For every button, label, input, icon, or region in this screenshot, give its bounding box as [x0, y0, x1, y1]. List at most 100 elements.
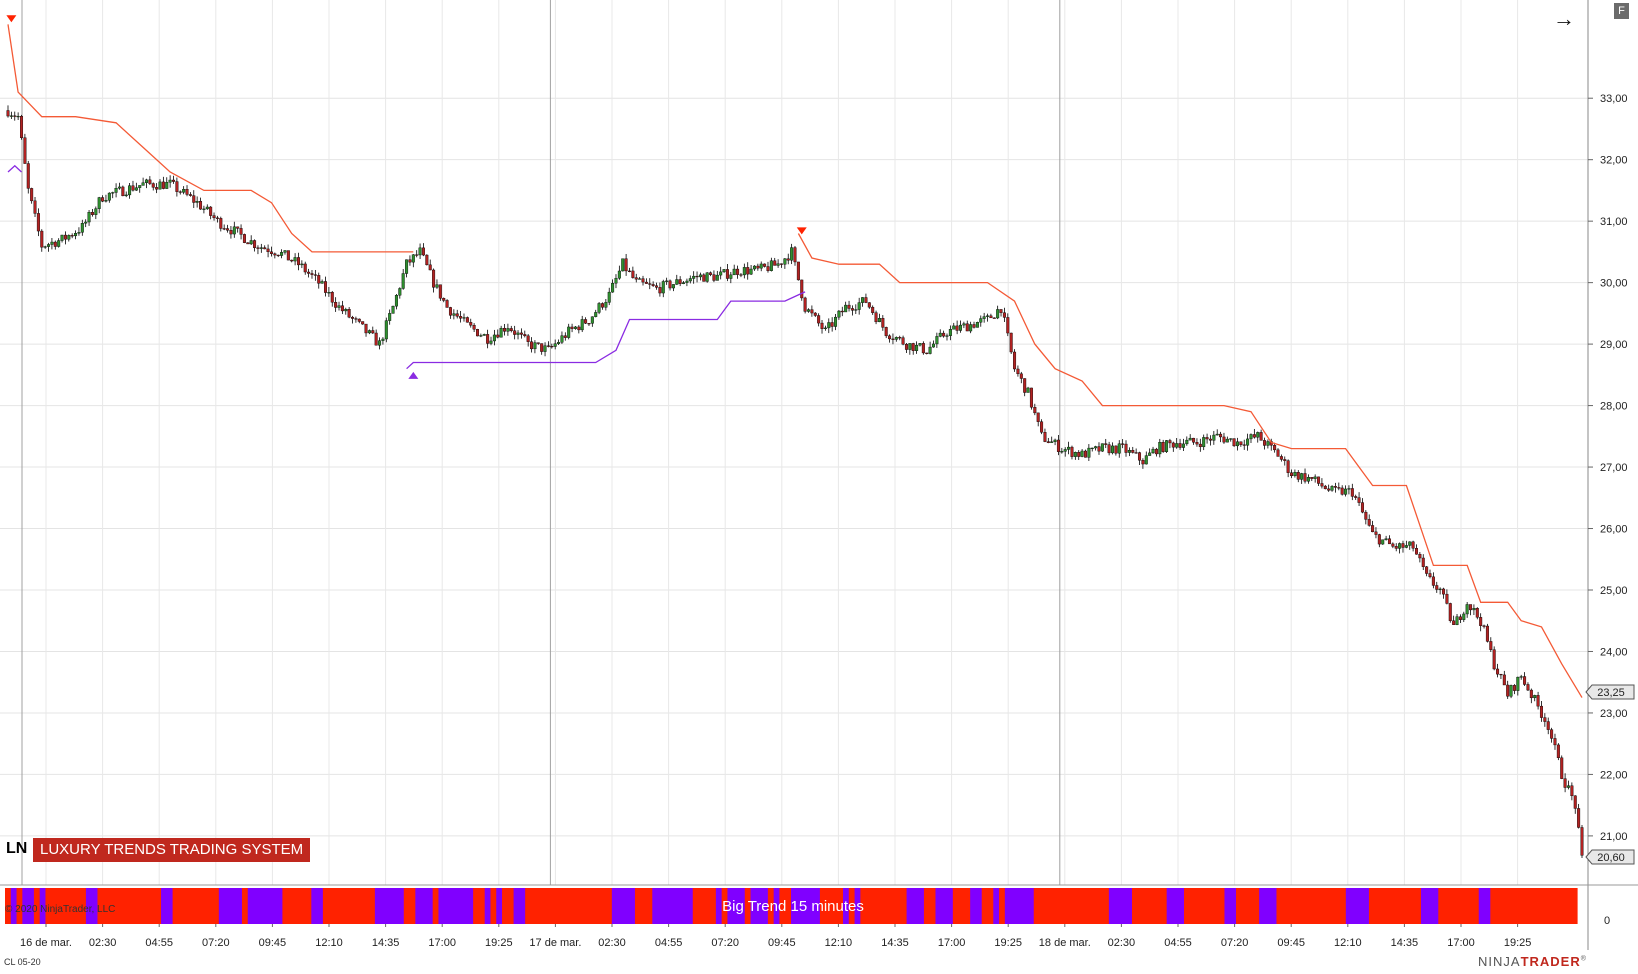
x-tick-label: 04:55 [145, 937, 173, 949]
candle-body [496, 334, 500, 338]
trend-band-cell [669, 888, 677, 924]
f-button[interactable]: F [1614, 3, 1629, 19]
candle-body [945, 335, 949, 337]
candle-body [1516, 676, 1520, 691]
candle-body [779, 263, 783, 265]
candle-body [144, 179, 148, 183]
time-axis[interactable]: 16 de mar. 02:30 04:55 07:20 09:45 12:10 14:35… [20, 922, 1531, 949]
candle-body [168, 179, 172, 183]
y-tick-label: 23,00 [1600, 708, 1628, 720]
trend-band-cell [1212, 888, 1220, 924]
trend-band-cell [1039, 888, 1046, 924]
trend-band-cell [1033, 888, 1041, 924]
candle-body [557, 342, 561, 344]
candle-body [776, 263, 780, 266]
candle-body [1161, 442, 1165, 452]
candle-body [1138, 452, 1142, 461]
trend-band-cell [444, 888, 451, 924]
y-tick-label: 28,00 [1600, 401, 1628, 413]
candle-body [938, 332, 942, 337]
x-tick-label: 19:25 [485, 937, 513, 949]
candle-body [725, 269, 729, 279]
trend-band-cell [39, 888, 47, 924]
candle-body [324, 281, 328, 293]
trend-band-cell [109, 888, 116, 924]
trend-band-cell [1501, 888, 1509, 924]
trend-band-cell [1126, 888, 1133, 924]
candle-body [94, 208, 98, 215]
trend-band-cell [871, 888, 879, 924]
candle-body [1232, 438, 1236, 447]
x-tick-label: 07:20 [202, 937, 230, 949]
trend-band-cell [941, 888, 948, 924]
candle-body [1114, 445, 1118, 454]
indicator-prefix: LN [6, 840, 28, 857]
candle-body [763, 263, 767, 267]
trend-band-cell [1224, 888, 1231, 924]
trend-band-cell [241, 888, 249, 924]
candle-body [638, 278, 642, 280]
candle-body [1381, 539, 1385, 545]
trend-band-cell [1051, 888, 1058, 924]
candle-body [1577, 808, 1581, 828]
candle-body [813, 312, 817, 316]
trend-band-cell [438, 888, 445, 924]
trend-band-cell [409, 888, 416, 924]
sell-signal-arrow [6, 15, 17, 23]
trend-band-cell [1085, 888, 1093, 924]
candle-body [448, 307, 452, 316]
candle-body [1391, 543, 1395, 547]
price-axis[interactable]: 33,00 32,00 31,00 30,00 29,00 28,00 27,00 26,00… [1587, 0, 1628, 950]
trend-band-cell [837, 888, 844, 924]
arrow-right-icon[interactable]: → [1553, 6, 1575, 31]
trend-band-cell [155, 888, 162, 924]
candle-body [705, 272, 709, 282]
candle-body [1384, 538, 1388, 540]
trend-band-cell [1380, 888, 1387, 924]
candle-body [1563, 778, 1567, 788]
trend-band-cell [975, 888, 983, 924]
candle-body [401, 273, 405, 289]
candle-body [1033, 406, 1037, 414]
candle-body [36, 213, 40, 232]
candle-body [692, 275, 696, 279]
candle-body [1519, 676, 1523, 678]
candle-body [205, 206, 209, 210]
trend-band-cell [473, 888, 480, 924]
instrument-label: CL 05-20 [4, 957, 41, 967]
candle-body [1539, 705, 1543, 718]
candle-body [435, 284, 439, 288]
candle-body [1148, 452, 1152, 456]
candle-body [732, 268, 736, 276]
candle-body [246, 242, 250, 245]
candle-body [1472, 608, 1476, 611]
trend-band-cell [1311, 888, 1318, 924]
candle-body [293, 257, 297, 262]
candle-body [1404, 545, 1408, 548]
candle-body [300, 263, 304, 266]
trend-band-cell [1166, 888, 1174, 924]
trend-band-cell [265, 888, 272, 924]
candle-body [1063, 449, 1067, 452]
candle-body [242, 234, 246, 243]
candle-body [577, 326, 581, 331]
candle-body [87, 211, 91, 223]
candle-body [361, 321, 365, 325]
trend-band-cell [519, 888, 526, 924]
candle-body [212, 215, 216, 219]
trend-band-cell [704, 888, 711, 924]
trend-band-cell [1449, 888, 1457, 924]
candle-body [509, 328, 513, 331]
y-tick-label: 33,00 [1600, 93, 1628, 105]
candle-body [256, 247, 260, 249]
candle-body [421, 247, 425, 256]
trend-band-cell [1143, 888, 1150, 924]
trend-band-cell [652, 888, 659, 924]
candle-body [996, 309, 1000, 319]
trend-band-cell [1091, 888, 1098, 924]
candle-body [1094, 446, 1098, 449]
x-tick-label: 19:25 [1504, 937, 1532, 949]
candle-body [1475, 608, 1479, 618]
trend-band-cell [559, 888, 567, 924]
